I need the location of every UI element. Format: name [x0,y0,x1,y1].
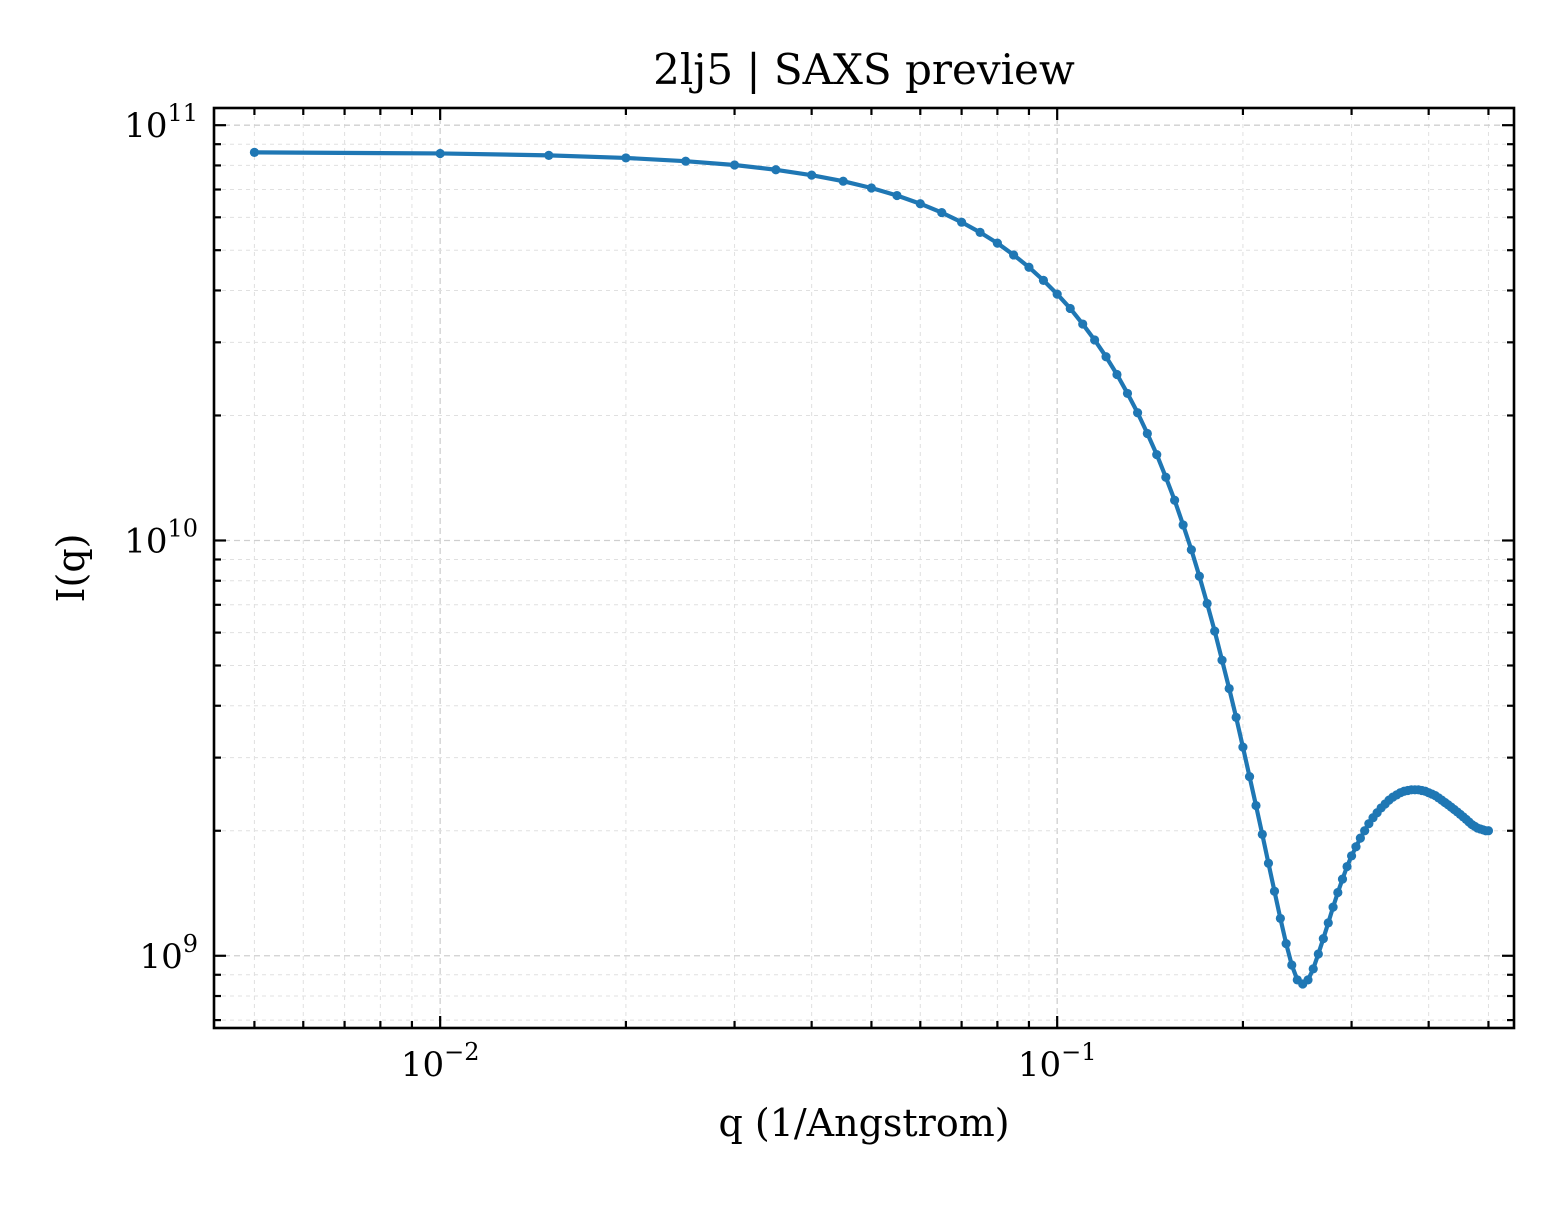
data-point [1052,289,1062,299]
data-point [1303,975,1313,985]
data-point [1186,545,1196,555]
data-point [1101,352,1111,362]
data-point [1355,833,1365,843]
data-point [1275,913,1285,924]
data-point [1210,626,1220,636]
data-point [1224,683,1234,694]
data-point [1122,388,1133,399]
data-point [1342,861,1352,872]
data-point [1251,800,1261,811]
data-point [729,160,740,170]
y-tick-label: 109 [139,930,198,977]
data-point [1009,250,1019,260]
data-point [1333,887,1343,898]
data-point [1337,874,1348,884]
grid [214,108,1514,1028]
chart-title: 2lj5 | SAXS preview [653,45,1075,94]
data-point [249,147,260,157]
data-point [866,183,877,193]
x-axis-label: q (1/Angstrom) [718,1101,1009,1145]
data-point [1231,712,1241,722]
data-point [1244,772,1255,782]
data-point [957,217,967,227]
data-point [1360,826,1370,836]
data-point [1090,335,1100,345]
data-point [1194,571,1204,581]
data-point [838,176,848,186]
data-point [915,199,925,209]
data-point [1318,933,1328,944]
data-point [1132,408,1143,418]
data-point [1142,428,1152,439]
data-point [1257,829,1267,839]
data-point [771,165,781,175]
data-point [621,153,631,163]
x-tick-label: 10−1 [1018,1038,1097,1085]
x-tick-label: 10−2 [401,1038,480,1085]
data-point [681,156,691,166]
data-point [807,170,817,180]
data-point [544,150,554,160]
data-point [975,227,985,237]
data-point [1078,319,1088,329]
data-point [1313,949,1323,959]
ticks: 10−2 10−1 109 1010 1011 [124,99,1514,1085]
series-layer [249,147,1494,989]
data-point [1328,902,1338,912]
plot-frame [212,106,1516,1030]
y-tick-label: 1010 [124,514,198,561]
data-point [892,190,902,201]
data-point [1483,826,1494,836]
data-point [1287,960,1297,970]
data-point [1346,851,1357,861]
data-point [1281,938,1291,949]
data-point [1323,918,1333,928]
data-point [1263,858,1274,868]
data-point [1217,655,1227,665]
data-point [1202,598,1212,609]
data-point [1351,842,1361,852]
data-point [1170,495,1180,505]
y-tick-label: 1011 [124,99,198,146]
data-point [1065,303,1075,314]
data-point [1152,449,1162,460]
data-point [1178,520,1188,530]
data-point [992,238,1002,248]
data-point [1308,964,1318,974]
y-axis-label: I(q) [49,534,93,603]
data-point [1038,275,1049,285]
data-point [1269,886,1280,896]
data-point [435,148,445,159]
data-point [937,207,947,218]
data-point [1024,262,1034,272]
data-point [1161,472,1171,482]
data-point [1238,742,1248,752]
data-point [1112,369,1122,380]
